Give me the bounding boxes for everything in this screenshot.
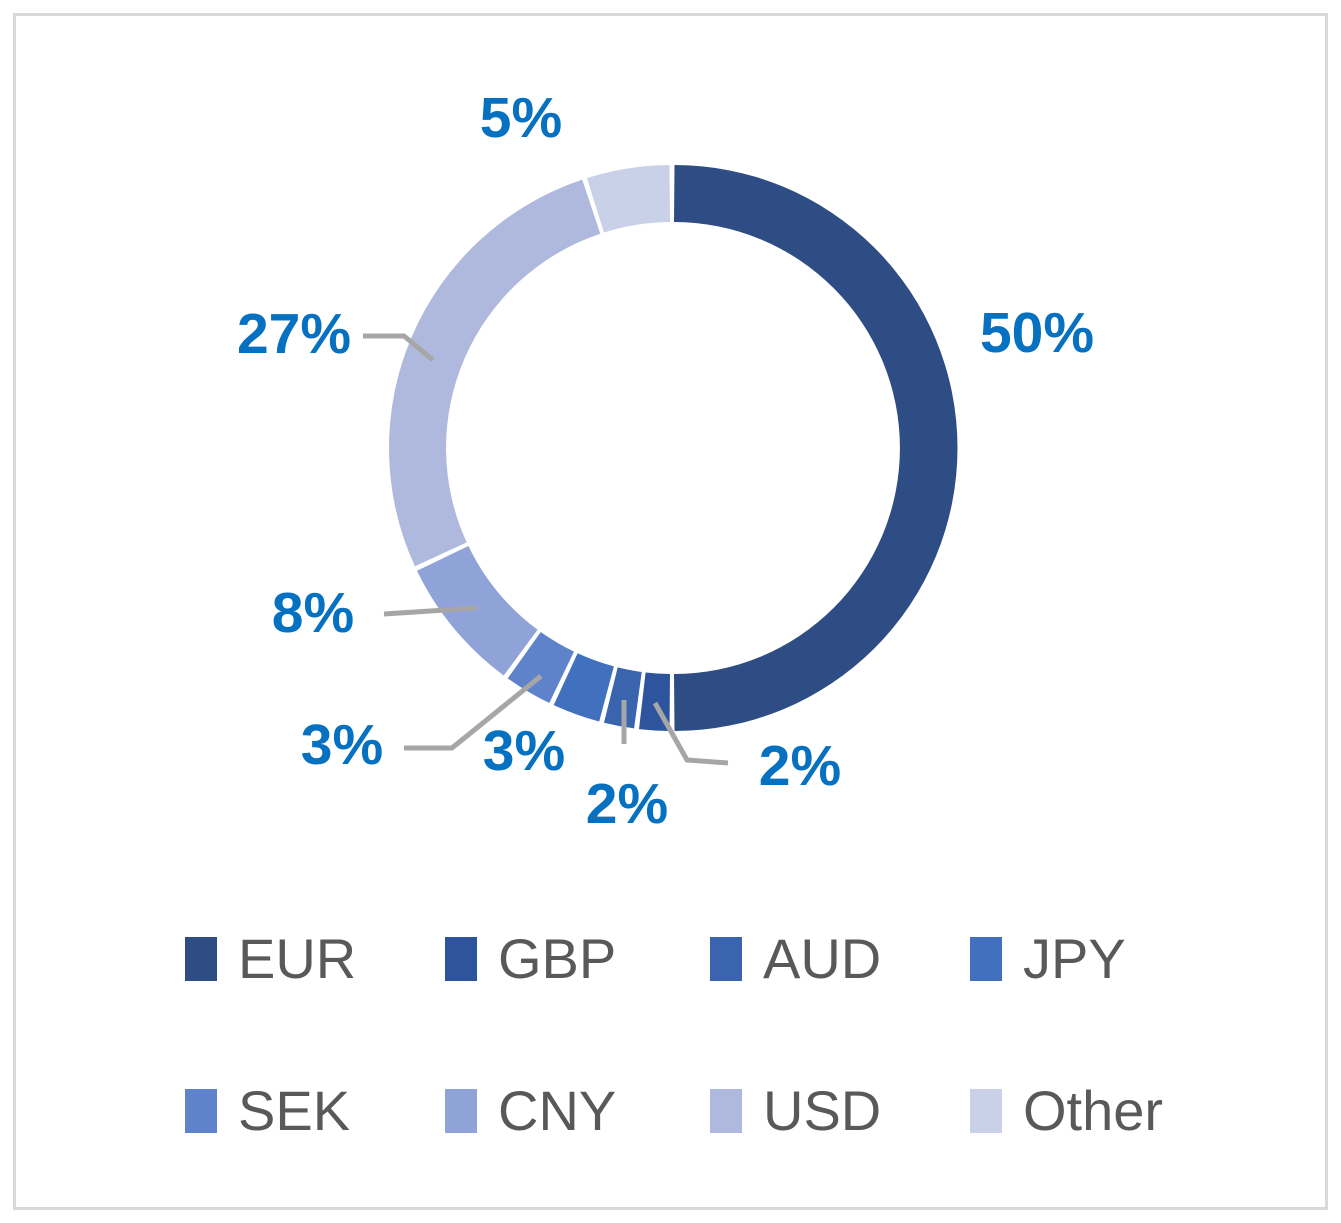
legend-item-other[interactable]: Other <box>970 1082 1163 1140</box>
legend-swatch-gbp <box>445 937 477 981</box>
slice-usd[interactable] <box>388 179 601 567</box>
leader-line-cny <box>383 605 478 617</box>
chart-frame-border <box>13 13 1328 1210</box>
legend-label-sek: SEK <box>238 1079 351 1142</box>
legend-label-other: Other <box>1023 1079 1164 1142</box>
data-label-jpy: 3% <box>483 719 565 783</box>
legend-swatch-other <box>970 1089 1002 1133</box>
legend-label-cny: CNY <box>498 1079 617 1142</box>
legend-item-aud[interactable]: AUD <box>710 930 881 988</box>
legend-label-jpy: JPY <box>1023 927 1126 990</box>
legend-label-aud: AUD <box>763 927 882 990</box>
legend-swatch-sek <box>185 1089 217 1133</box>
data-label-gbp: 2% <box>759 734 841 798</box>
legend-item-usd[interactable]: USD <box>710 1082 881 1140</box>
slice-sek[interactable] <box>507 632 574 703</box>
legend-label-usd: USD <box>763 1079 882 1142</box>
legend-swatch-jpy <box>970 937 1002 981</box>
legend-item-eur[interactable]: EUR <box>185 930 356 988</box>
slice-other[interactable] <box>586 165 670 233</box>
legend-swatch-cny <box>445 1089 477 1133</box>
data-label-eur: 50% <box>980 301 1094 365</box>
legend-swatch-eur <box>185 937 217 981</box>
leader-line-sek <box>404 674 543 751</box>
legend-swatch-usd <box>710 1089 742 1133</box>
data-label-other: 5% <box>480 86 562 150</box>
data-label-cny: 8% <box>272 581 354 645</box>
slice-jpy[interactable] <box>553 653 614 722</box>
data-label-usd: 27% <box>237 302 351 366</box>
legend-label-gbp: GBP <box>498 927 617 990</box>
data-label-sek: 3% <box>301 713 383 777</box>
slice-aud[interactable] <box>604 667 642 729</box>
legend-label-eur: EUR <box>238 927 357 990</box>
legend-item-gbp[interactable]: GBP <box>445 930 616 988</box>
legend-item-sek[interactable]: SEK <box>185 1082 350 1140</box>
leader-line-usd <box>363 333 435 362</box>
slice-cny[interactable] <box>417 546 538 676</box>
slice-eur[interactable] <box>674 165 958 731</box>
legend-swatch-aud <box>710 937 742 981</box>
legend-item-cny[interactable]: CNY <box>445 1082 616 1140</box>
legend-item-jpy[interactable]: JPY <box>970 930 1126 988</box>
data-label-aud: 2% <box>586 772 668 836</box>
leader-line-gbp <box>652 701 729 766</box>
